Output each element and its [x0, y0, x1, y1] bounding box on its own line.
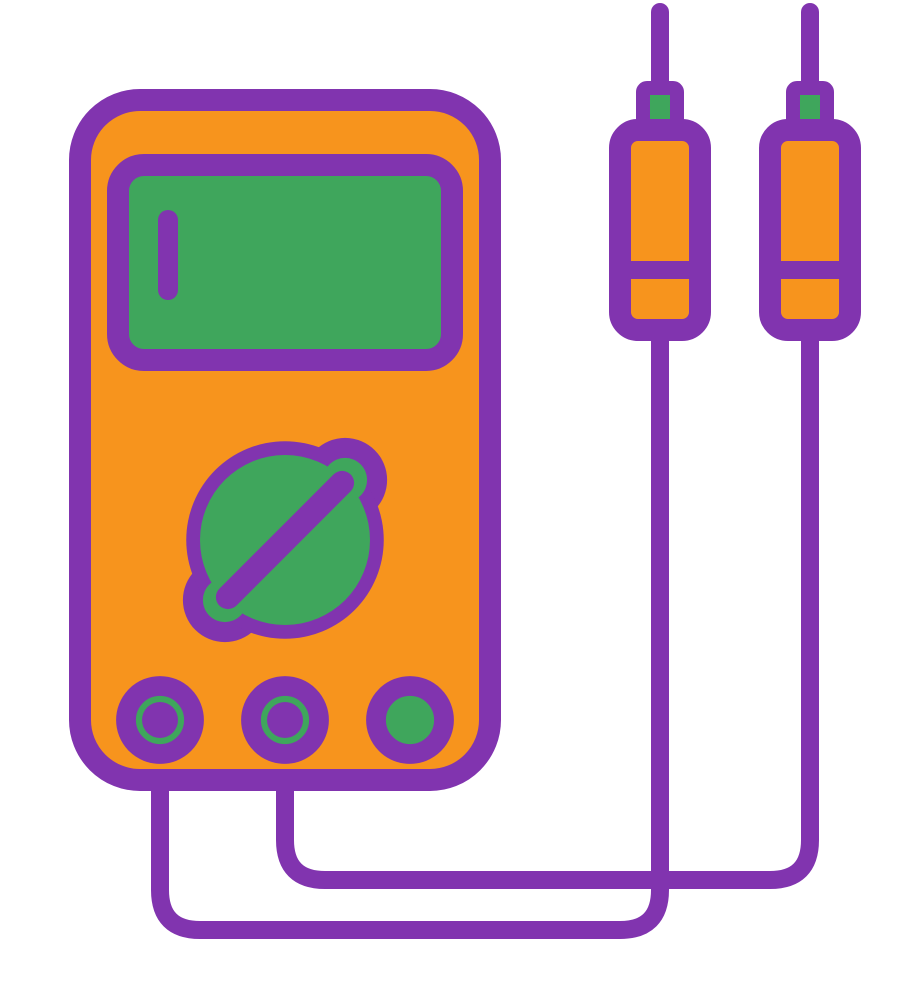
port-3 — [376, 686, 444, 754]
multimeter-icon — [0, 0, 917, 980]
probe-2 — [769, 12, 861, 330]
port-1 — [126, 686, 194, 754]
display-indicator — [158, 210, 178, 300]
probe-1 — [619, 12, 711, 330]
multimeter-svg — [0, 0, 917, 980]
port-2 — [251, 686, 319, 754]
